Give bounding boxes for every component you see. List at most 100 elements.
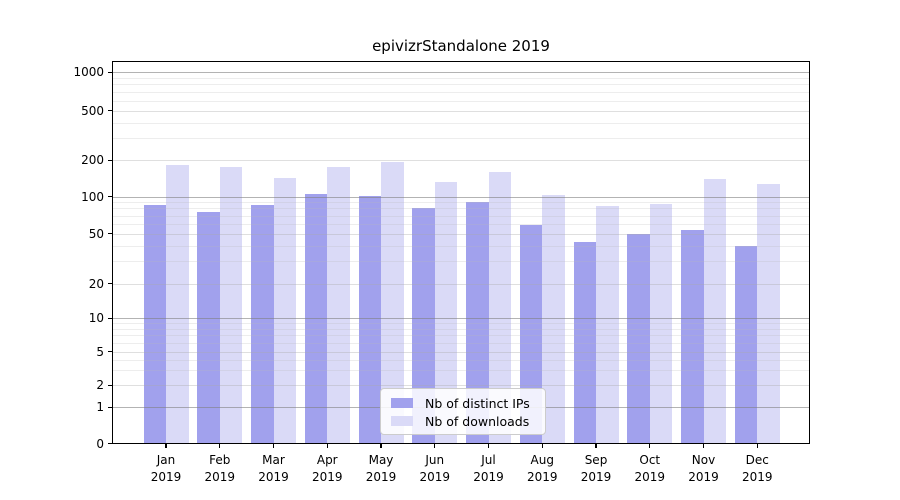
bar-jul-2019-downloads [488,172,511,444]
x-tick-label: May 2019 [365,453,397,484]
x-tick [702,443,705,448]
legend-swatch-distinct-ips [391,398,413,408]
y-tick-label: 100 [81,189,104,204]
gridline-major [113,196,809,198]
bar-mar-2019-downloads [273,178,296,444]
x-tick-label: Nov 2019 [688,453,719,484]
bar-dec-2019-distinct-ips [734,245,758,444]
bar-oct-2019-downloads [649,203,673,444]
legend-item-downloads: Nb of downloads [391,413,530,429]
x-tick-label: Oct 2019 [634,453,666,484]
bar-jan-2019-distinct-ips [143,205,166,444]
bar-dec-2019-downloads [757,184,780,444]
gridline-minor [113,208,809,210]
gridline-sub [113,283,809,285]
y-tick [108,159,112,161]
bar-nov-2019-distinct-ips [681,230,704,444]
gridline-minor [113,359,809,361]
gridline-minor [113,77,809,79]
gridline-minor [113,329,809,331]
gridline-minor [113,261,809,263]
gridline-minor [113,215,809,217]
x-tick-label: Mar 2019 [258,453,289,484]
gridline-sub [113,160,809,161]
y-tick [108,351,112,353]
y-tick-label: 10 [88,311,104,326]
y-tick-label: 5 [96,344,104,359]
bar-feb-2019-distinct-ips [197,211,220,444]
y-tick [108,283,112,285]
gridline-minor [113,100,809,102]
bar-feb-2019-downloads [219,166,243,444]
y-tick [108,443,112,445]
x-tick [326,443,328,448]
x-tick-label: Jun 2019 [419,453,451,484]
x-tick [165,443,167,448]
gridline-minor [113,202,809,204]
gridline-minor [113,138,809,140]
y-tick-label: 20 [88,276,104,291]
y-tick-label: 50 [88,226,104,241]
x-tick [649,443,651,448]
bar-sep-2019-downloads [596,205,619,444]
x-tick-label: Jan 2019 [150,453,182,484]
x-tick [487,443,490,448]
y-tick-label: 2 [96,378,104,393]
y-tick [108,196,112,198]
gridline-major [113,318,809,320]
gridline-minor [113,370,809,372]
bar-oct-2019-distinct-ips [627,233,650,444]
gridline-minor [113,91,809,93]
x-tick [272,443,275,448]
y-tick [108,71,112,73]
legend-label: Nb of distinct IPs [425,395,530,411]
y-tick-label: 500 [81,103,104,118]
legend-label: Nb of downloads [425,413,530,429]
bar-jan-2019-downloads [166,165,189,444]
bar-jun-2019-distinct-ips [412,208,435,444]
legend-item-distinct-ips: Nb of distinct IPs [391,395,530,411]
x-tick-label: Sep 2019 [580,453,612,484]
y-tick-label: 200 [81,153,104,167]
x-tick [380,443,382,448]
x-tick-label: Apr 2019 [311,453,343,484]
gridline-minor [113,335,809,337]
bar-mar-2019-distinct-ips [251,205,274,444]
bar-jun-2019-downloads [434,181,458,444]
bar-may-2019-downloads [381,161,404,444]
gridline-minor [113,122,809,124]
y-tick [108,406,112,408]
gridline-minor [113,323,809,325]
bar-sep-2019-distinct-ips [573,241,596,444]
y-tick [108,110,112,112]
chart-title: epivizrStandalone 2019 [372,37,550,55]
legend: Nb of distinct IPs Nb of downloads [380,388,546,435]
gridline-minor [113,342,809,344]
x-tick [595,443,597,448]
x-tick-label: Aug 2019 [526,453,558,484]
y-tick-label: 0 [96,436,104,451]
gridline-minor [113,84,809,86]
x-tick-label: Jul 2019 [473,453,504,484]
x-tick [756,443,758,448]
gridline-minor [113,223,809,225]
gridline-sub [113,233,809,235]
gridline-sub [113,351,809,353]
gridline-major [113,72,809,73]
x-tick [219,443,221,448]
legend-swatch-downloads [391,416,413,426]
x-tick [434,443,436,448]
bar-nov-2019-downloads [703,178,726,444]
y-tick-label: 1 [96,400,104,415]
y-tick [108,317,112,319]
x-tick-label: Dec 2019 [741,453,773,484]
bar-may-2019-distinct-ips [358,195,381,444]
y-tick [108,233,112,235]
x-tick-label: Feb 2019 [204,453,236,484]
bar-jul-2019-distinct-ips [466,201,489,444]
gridline-sub [113,385,809,387]
x-tick [541,443,543,448]
gridline-sub [113,110,809,112]
bar-apr-2019-downloads [327,166,350,444]
